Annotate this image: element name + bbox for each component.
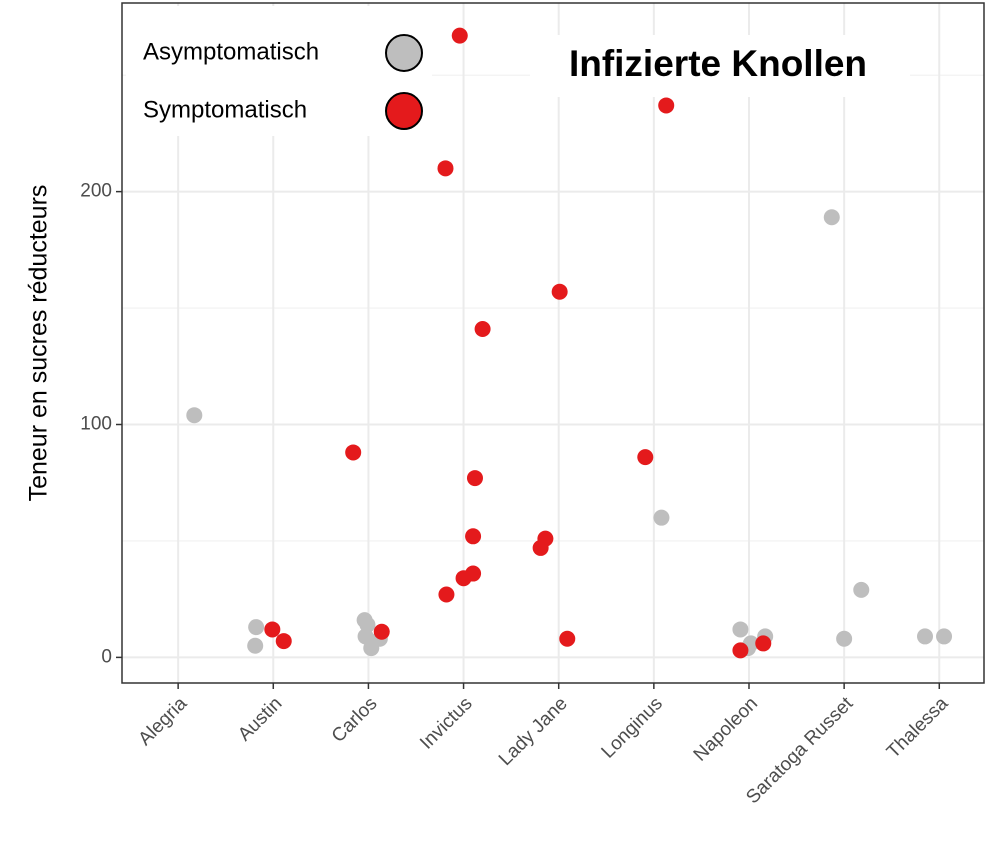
chart-title: Infizierte Knollen [569,43,867,84]
x-tick-label: Alegria [135,693,192,750]
point [732,621,749,638]
point [465,528,482,545]
panel-border [121,2,985,684]
point [551,283,568,300]
x-tick-label: Austin [234,693,286,745]
point [732,642,749,659]
y-axis-label: Teneur en sucres réducteurs [25,185,53,502]
point [559,630,576,647]
point [637,449,654,466]
point [532,539,549,556]
point [455,570,472,587]
x-tick-label: Lady Jane [495,693,572,770]
point [437,160,454,177]
point [275,633,292,650]
point [264,621,281,638]
point [451,27,468,44]
legend-marker [385,34,423,72]
legend-label: Symptomatisch [143,96,307,123]
point [653,509,670,526]
point [186,407,203,424]
point [936,628,953,645]
point [247,637,264,654]
y-tick-label: 0 [101,646,112,667]
point [248,619,265,636]
legend-box [126,6,432,136]
legend-marker [385,92,423,130]
point [836,630,853,647]
y-tick-label: 200 [80,181,112,202]
x-tick-label: Invictus [416,693,476,753]
legend-label: Asymptomatisch [143,38,319,65]
point [853,581,870,598]
x-tick-label: Napoleon [690,693,762,765]
point [373,623,390,640]
point [658,97,675,114]
point [466,470,483,487]
point [917,628,934,645]
point [823,209,840,226]
point [345,444,362,461]
point [438,586,455,603]
point [755,635,772,652]
x-tick-label: Longinus [598,693,667,762]
title-box [530,35,910,97]
point [474,321,491,338]
x-tick-label: Thalessa [883,693,953,763]
y-tick-label: 100 [80,414,112,435]
point [363,640,380,657]
x-tick-label: Carlos [328,693,382,747]
